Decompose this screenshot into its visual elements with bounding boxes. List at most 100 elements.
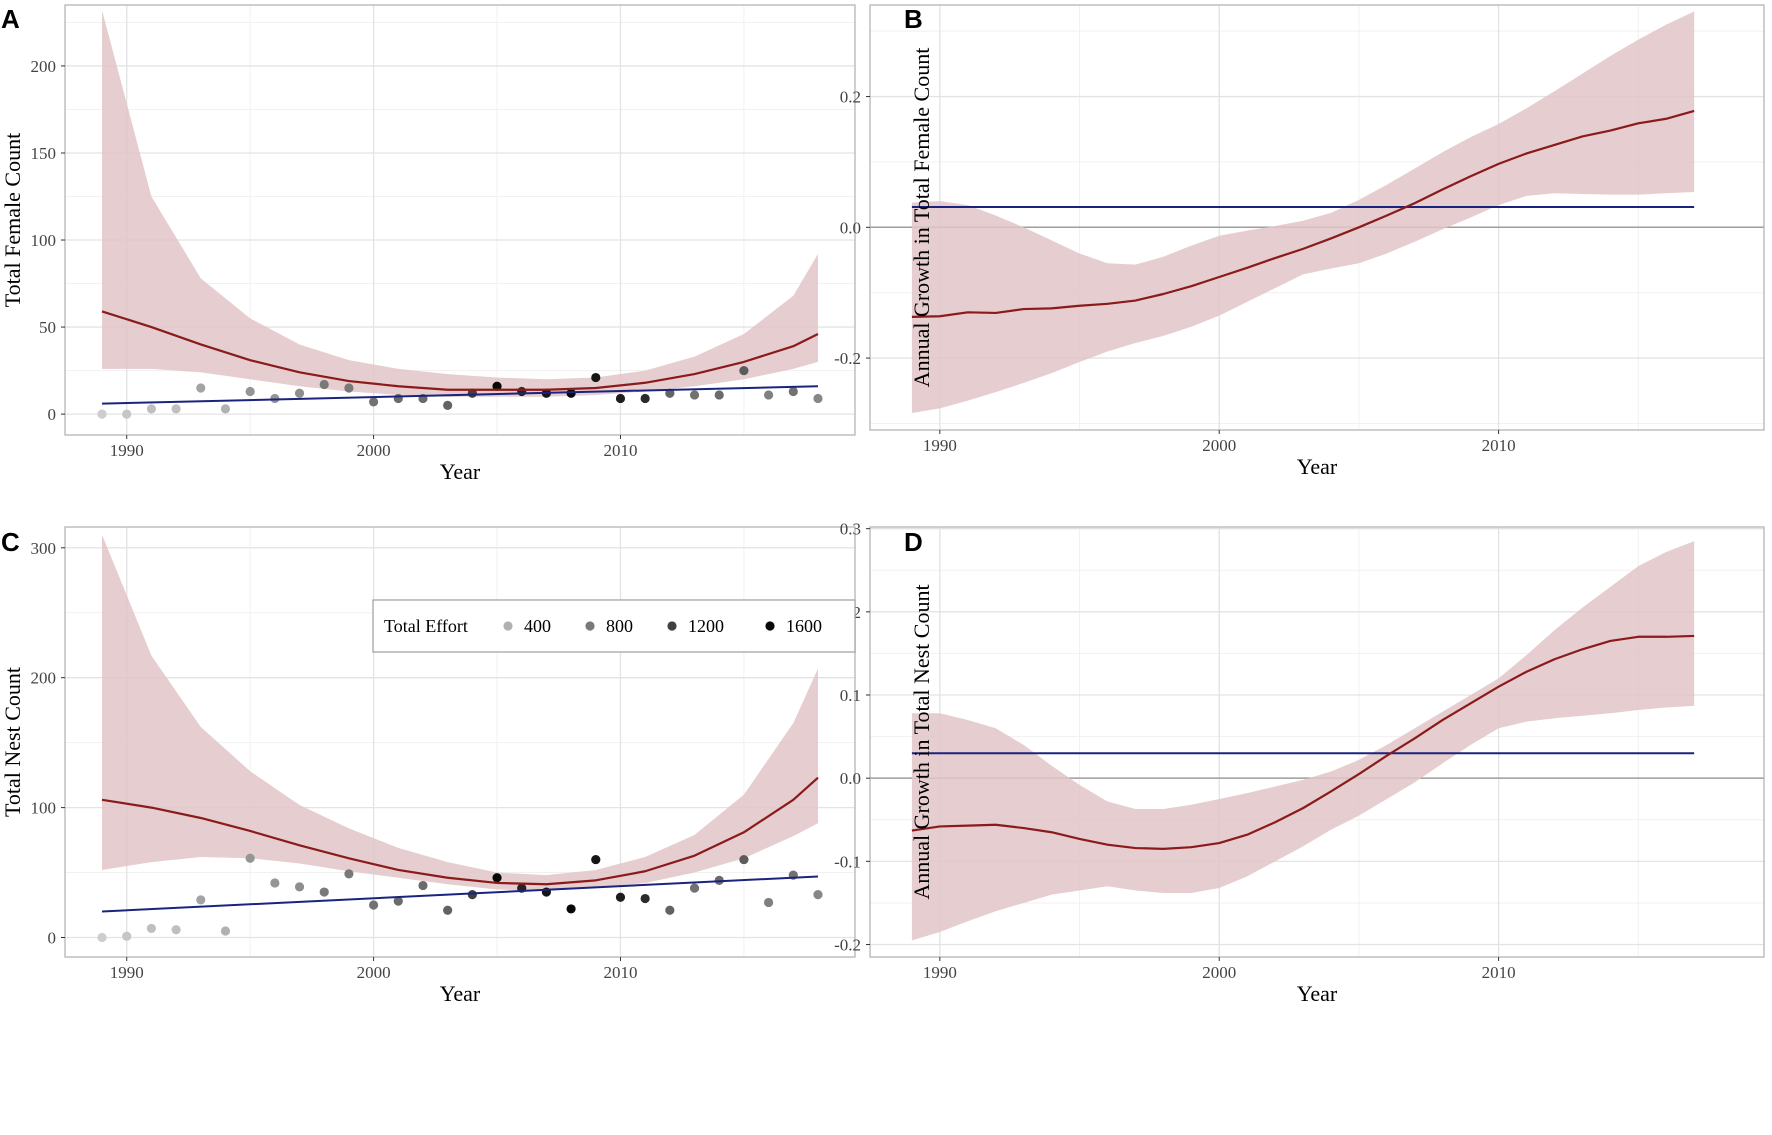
data-point	[393, 896, 403, 906]
x-tick-label: 2010	[1482, 436, 1516, 455]
data-point	[344, 383, 354, 393]
y-tick-label: 50	[39, 318, 56, 337]
data-point	[763, 897, 774, 908]
x-tick-label: 2010	[603, 441, 637, 460]
data-point	[591, 854, 601, 865]
plot-border	[869, 526, 1765, 958]
data-point	[146, 923, 157, 934]
legend-swatch	[765, 621, 775, 631]
y-axis-title: Total Female Count	[0, 133, 25, 307]
data-point	[689, 390, 700, 400]
data-point	[146, 404, 157, 414]
x-axis-title: Year	[440, 459, 481, 484]
confidence-ribbon	[102, 534, 818, 891]
x-tick-label: 1990	[110, 963, 144, 982]
panel-b: -0.2 0.0 0.2 1990 2000 2010 Year Annual Growth …	[834, 4, 1765, 479]
data-point	[171, 404, 181, 414]
y-tick-label: 0	[48, 929, 57, 948]
y-tick-label: 300	[31, 539, 57, 558]
y-axis-title: Annual Growth in Total Nest Count	[909, 584, 934, 899]
fit-line	[911, 634, 1695, 850]
x-tick-label: 2000	[1202, 436, 1236, 455]
data-point	[97, 409, 107, 419]
legend-title: Total Effort	[384, 616, 468, 636]
fit-line	[911, 109, 1695, 318]
y-tick-label: 0	[48, 405, 57, 424]
data-point	[196, 895, 206, 905]
data-point	[171, 925, 181, 935]
data-point	[739, 365, 749, 376]
legend-label: 800	[606, 616, 633, 636]
data-point	[813, 393, 823, 404]
y-tick-label: 0.0	[840, 218, 861, 237]
data-point	[368, 397, 379, 407]
panel-letter: B	[904, 4, 923, 34]
data-point	[245, 853, 255, 863]
legend-label: 400	[524, 616, 551, 636]
data-point	[122, 409, 132, 419]
legend: Total Effort 400 800 1200 1600	[372, 599, 856, 653]
confidence-ribbon	[911, 541, 1695, 941]
y-tick-label: 200	[31, 669, 57, 688]
plot-border	[869, 4, 1765, 431]
y-axis-title: Total Nest Count	[0, 667, 25, 817]
confidence-ribbon	[102, 10, 818, 397]
data-point	[665, 388, 675, 398]
y-tick-label: 0.1	[840, 686, 861, 705]
plot-border	[64, 4, 856, 436]
y-tick-label: -0.1	[834, 852, 861, 871]
x-tick-label: 2000	[1202, 963, 1236, 982]
legend-label: 1200	[688, 616, 724, 636]
data-point	[714, 390, 724, 400]
data-point	[196, 383, 206, 393]
data-point	[492, 381, 502, 391]
x-tick-label: 2010	[1482, 963, 1516, 982]
fit-line	[101, 310, 819, 391]
y-tick-label: 0.3	[840, 520, 861, 539]
y-tick-label: 100	[31, 799, 57, 818]
data-point	[788, 386, 798, 397]
y-axis-title: Annual Growth in Total Female Count	[909, 48, 934, 388]
x-tick-label: 1990	[110, 441, 144, 460]
legend-box	[372, 599, 856, 653]
data-point	[492, 873, 502, 883]
data-point	[294, 388, 305, 398]
data-point	[220, 926, 231, 936]
data-point	[220, 404, 231, 414]
data-point	[763, 390, 774, 400]
legend-swatch	[585, 621, 595, 631]
legend-swatch	[503, 621, 513, 631]
panel-c: 0 100 200 300 1990 2000 2010 Year Total Nest Cou…	[0, 526, 856, 1006]
data-point	[640, 393, 650, 404]
y-tick-label: 0.2	[840, 88, 861, 107]
trend-line	[101, 875, 819, 913]
data-point	[122, 931, 132, 941]
data-point	[368, 900, 379, 910]
data-point	[443, 905, 453, 915]
data-point	[319, 379, 329, 390]
data-point	[270, 393, 280, 404]
data-point	[344, 869, 354, 879]
data-point	[319, 887, 329, 897]
x-axis-title: Year	[1297, 454, 1338, 479]
panel-letter: A	[1, 4, 20, 34]
data-point	[517, 386, 527, 397]
x-tick-label: 1990	[923, 963, 957, 982]
data-point	[245, 386, 255, 397]
confidence-ribbon	[911, 11, 1695, 414]
data-point	[813, 890, 823, 900]
panel-letter: D	[904, 527, 923, 557]
data-point	[443, 400, 453, 411]
y-tick-label: -0.2	[834, 349, 861, 368]
data-point	[393, 393, 403, 404]
trend-line	[102, 385, 818, 405]
plot-border	[64, 526, 856, 958]
data-point	[97, 932, 107, 943]
x-axis-title: Year	[1297, 981, 1338, 1006]
data-point	[615, 892, 626, 902]
data-point	[270, 878, 280, 888]
fit-line	[101, 776, 819, 886]
data-point	[418, 880, 428, 891]
legend-label: 1600	[786, 616, 822, 636]
